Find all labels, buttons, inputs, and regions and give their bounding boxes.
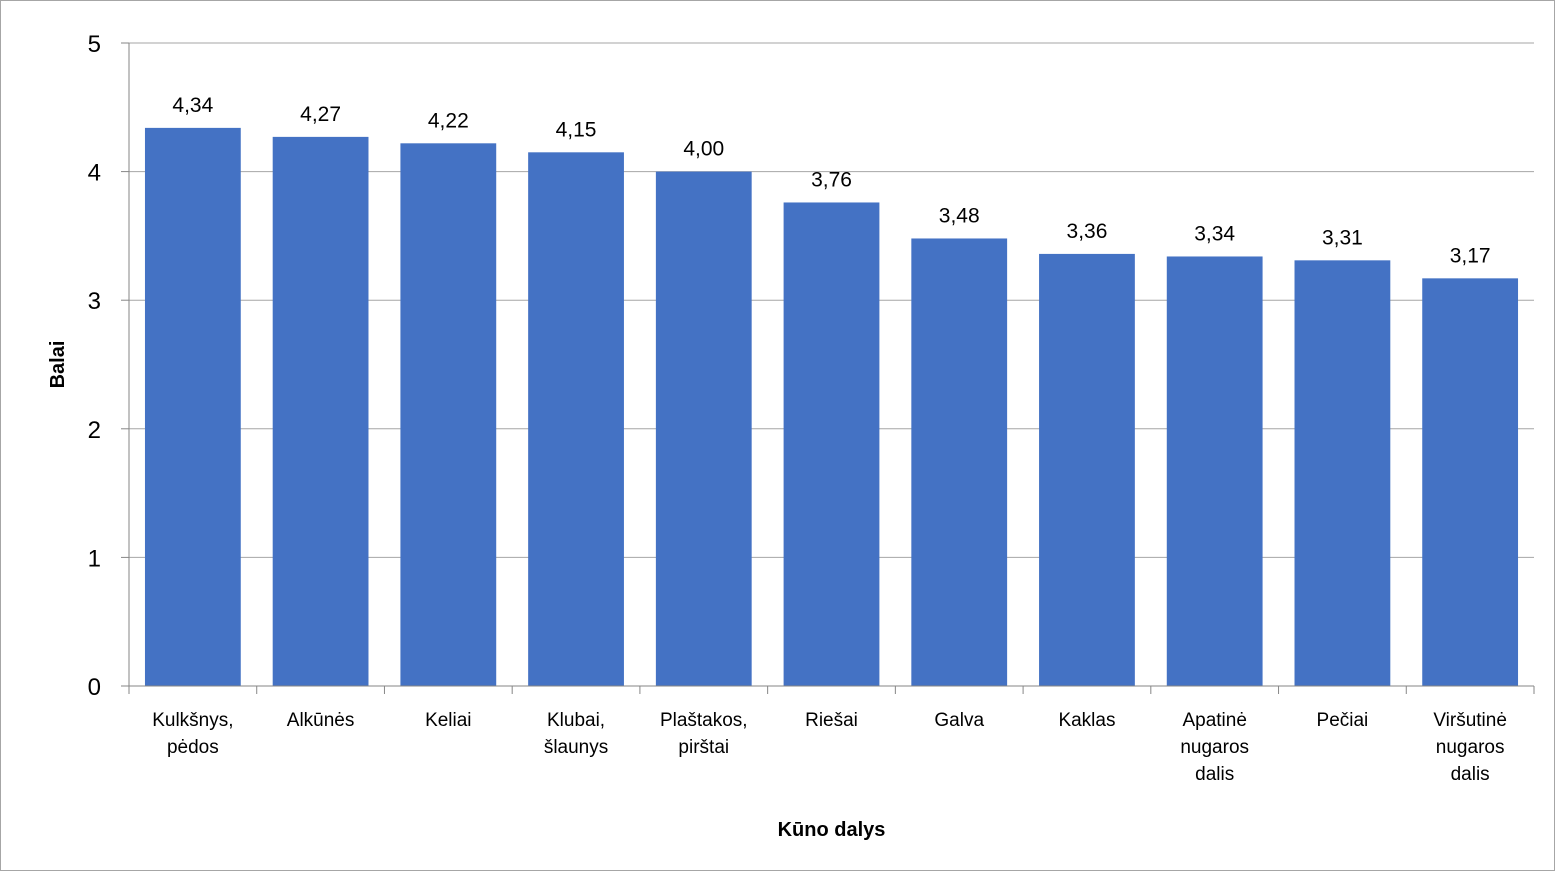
data-label: 4,00	[683, 138, 724, 161]
data-label: 3,36	[1067, 220, 1108, 243]
y-tick-label: 4	[88, 160, 101, 187]
bar	[655, 171, 752, 687]
bar	[528, 152, 624, 686]
bar	[1039, 253, 1135, 687]
x-tick-label-line: Plaštakos,	[660, 710, 748, 731]
y-axis-title: Balai	[47, 341, 69, 389]
x-tick-label-line: pirštai	[678, 737, 729, 758]
x-tick-labels: Kulkšnys, pėdos Alkūnės Keliai Klubai, šlauny…	[152, 710, 1507, 785]
x-tick-label-line: Alkūnės	[287, 710, 355, 731]
data-label: 4,15	[556, 118, 597, 141]
data-label: 4,22	[428, 109, 469, 132]
data-label: 4,34	[172, 94, 213, 117]
x-tick-label: Kulkšnys, pėdos	[152, 710, 233, 758]
x-tick-label-line: Kaklas	[1058, 710, 1115, 731]
x-tick-label-line: šlaunys	[544, 737, 608, 758]
y-tick-label: 1	[88, 545, 101, 572]
x-tick-label-line: Keliai	[425, 710, 471, 731]
x-tick-label: Kaklas	[1058, 710, 1115, 731]
bar	[1294, 260, 1391, 686]
x-tick-label-line: Kulkšnys,	[152, 710, 233, 731]
axes	[121, 42, 1535, 694]
x-tick-label-line: pėdos	[167, 737, 219, 758]
x-tick-label: Galva	[934, 710, 984, 731]
data-label: 3,48	[939, 204, 980, 227]
y-tick-labels: 0 1 2 3 4 5	[88, 31, 101, 701]
bar	[272, 136, 369, 687]
x-tick-label-line: Klubai,	[547, 710, 605, 731]
data-labels: 4,34 4,27 4,22 4,15 4,00 3,76 3,48 3,36 3,34 3,31…	[172, 94, 1490, 267]
bar	[1422, 278, 1519, 686]
x-tick-label-line: Galva	[934, 710, 984, 731]
data-label: 3,34	[1194, 222, 1235, 245]
x-tick-label-line: Viršutinė	[1433, 710, 1507, 731]
x-tick-label: Pečiai	[1317, 710, 1369, 731]
bar	[911, 238, 1008, 687]
x-tick-label-line: Pečiai	[1317, 710, 1369, 731]
bar	[783, 202, 880, 687]
x-tick-label-line: nugaros	[1180, 737, 1249, 758]
x-tick-label: Keliai	[425, 710, 471, 731]
y-tick-label: 0	[88, 674, 101, 701]
x-axis-title: Kūno dalys	[778, 819, 886, 841]
data-label: 3,31	[1322, 226, 1363, 249]
x-tick-label-line: dalis	[1195, 764, 1234, 785]
x-tick-label: Klubai, šlaunys	[544, 710, 608, 758]
x-tick-label: Viršutinė nugaros dalis	[1433, 710, 1507, 785]
bar	[144, 127, 241, 687]
bar	[400, 143, 497, 687]
x-tick-label-line: dalis	[1451, 764, 1490, 785]
x-tick-label-line: Riešai	[805, 710, 858, 731]
y-tick-label: 2	[88, 417, 101, 444]
data-label: 3,17	[1450, 244, 1491, 267]
x-tick-label: Apatinė nugaros dalis	[1180, 710, 1249, 785]
x-tick-label: Plaštakos, pirštai	[660, 710, 748, 758]
x-tick-label: Riešai	[805, 710, 858, 731]
data-label: 3,76	[811, 168, 852, 191]
x-tick-label: Alkūnės	[287, 710, 355, 731]
y-tick-label: 3	[88, 288, 101, 315]
x-tick-label-line: nugaros	[1436, 737, 1505, 758]
bar	[1166, 256, 1263, 686]
x-tick-label-line: Apatinė	[1182, 710, 1246, 731]
data-label: 4,27	[300, 103, 341, 126]
y-tick-label: 5	[88, 31, 101, 58]
bars	[144, 127, 1519, 687]
